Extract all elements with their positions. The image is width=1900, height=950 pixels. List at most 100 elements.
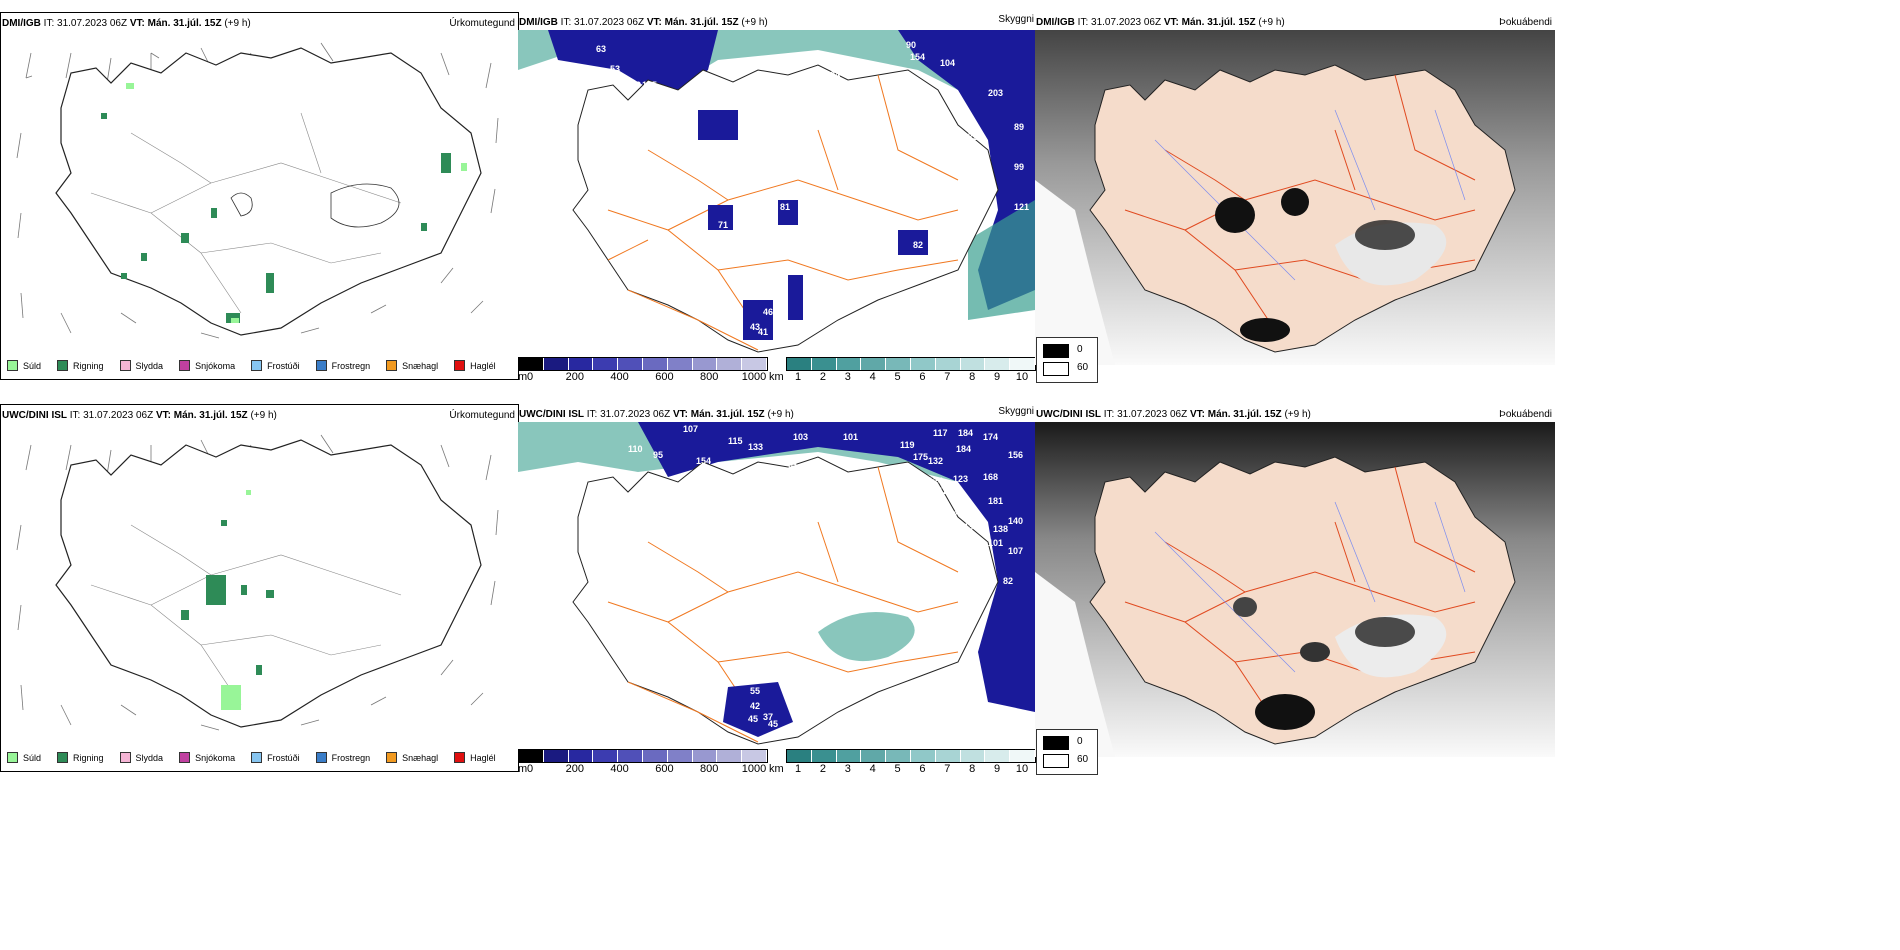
cloud-height-label: 37: [763, 712, 773, 722]
cloud-height-label: 143: [958, 522, 973, 532]
colorbar-segment: [717, 358, 743, 370]
fog-legend-top: 0 60: [1036, 337, 1098, 383]
colorbar-tick: 3: [844, 371, 851, 383]
colorbar-segment: [787, 358, 812, 370]
precip-panel-bottom: UWC/DINI ISL IT: 31.07.2023 06Z VT: Mán.…: [0, 404, 519, 772]
cloud-height-label: 22: [708, 504, 718, 514]
legend-swatch: [119, 752, 131, 763]
legend-item: Frostúði: [251, 752, 300, 763]
colorbar-tick: 6: [919, 763, 926, 775]
colorbar-tick: 8: [969, 371, 976, 383]
fog-label-bottom: Þokuábendi: [1499, 409, 1552, 420]
colorbar-tick: 2: [819, 763, 826, 775]
visibility-colorbar-top: [786, 357, 1036, 371]
legend-swatch: [454, 752, 466, 763]
colorbar-segment: [910, 358, 936, 370]
cloud-height-label: 57: [723, 147, 733, 157]
colorbar-segment: [618, 750, 643, 762]
cloud-height-label: 175: [913, 452, 928, 462]
legend-item: Snjókoma: [179, 752, 235, 763]
cloud-height-label: 41: [758, 327, 768, 337]
colorbar-tick: 6: [919, 371, 926, 383]
colorbar-tick: 3: [844, 763, 851, 775]
legend-item: Rigning: [57, 360, 104, 371]
cloud-height-label: 104: [658, 94, 673, 104]
legend-swatch: [7, 752, 18, 763]
cloud-height-label: 82: [913, 240, 923, 250]
legend-item: Slydda: [119, 752, 163, 763]
colorbar-segment: [543, 358, 569, 370]
legend-item: Súld: [7, 752, 41, 763]
colorbar-segment: [568, 750, 594, 762]
cloud-height-label: 107: [1008, 546, 1023, 556]
colorbar-segment: [960, 750, 986, 762]
colorbar-tick: 1: [794, 371, 802, 383]
precip-legend-bottom: Súld Rigning Slydda Snjókoma Frostúði Fr…: [7, 752, 496, 763]
colorbar-tick: 5: [894, 371, 901, 383]
colorbar-tick: 800: [700, 371, 719, 383]
visibility-unit-top: km: [769, 371, 784, 383]
fog-label-top: Þokuábendi: [1499, 17, 1552, 28]
fog-legend-label: 0: [1077, 344, 1083, 355]
legend-item: Haglél: [454, 360, 496, 371]
colorbar-tick: 0: [526, 371, 534, 383]
cloud-height-label: 156: [1008, 450, 1023, 460]
colorbar-tick: 200: [565, 371, 584, 383]
legend-swatch: [7, 360, 18, 371]
cloud-height-label: 181: [988, 496, 1003, 506]
colorbar-segment: [886, 358, 911, 370]
cloud-height-label: 154: [696, 456, 711, 466]
colorbar-tick: 4: [869, 763, 876, 775]
colorbar-tick: 9: [994, 763, 1001, 775]
colorbar-segment: [593, 750, 619, 762]
cloud-height-label: 86: [718, 162, 728, 172]
cloud-height-labels: 107 115 133 103 101 119 175 117 184 174 110 95 154 91…: [628, 424, 1023, 729]
colorbar-segment: [910, 750, 936, 762]
cloud-height-label: 46: [763, 307, 773, 317]
cloud-height-label: 99: [1014, 162, 1024, 172]
fog-legend-label: 60: [1077, 362, 1089, 373]
visibility-unit-bottom: km: [769, 763, 784, 775]
colorbar-segment: [692, 358, 718, 370]
colorbar-tick: 9: [994, 371, 1001, 383]
colorbar-segment: [642, 358, 668, 370]
cloud-height-label: 131: [753, 494, 768, 504]
cloud-height-label: 53: [610, 64, 620, 74]
colorbar-tick: 7: [944, 763, 951, 775]
legend-item: Snæhagl: [386, 360, 438, 371]
colorbar-segment: [861, 358, 887, 370]
legend-swatch: [251, 360, 263, 371]
colorbar-tick: 600: [655, 763, 674, 775]
colorbar-segment: [811, 750, 837, 762]
colorbar-segment: [742, 358, 767, 370]
legend-swatch: [386, 752, 398, 763]
legend-swatch: [179, 752, 191, 763]
cloud-base-colorbar-bottom: [518, 749, 768, 763]
colorbar-segment: [618, 358, 643, 370]
colorbar-tick: 5: [894, 763, 901, 775]
colorbar-tick: 2: [819, 371, 826, 383]
cloud-height-label: 89: [1014, 122, 1024, 132]
colorbar-segment: [985, 750, 1011, 762]
cloud-base-unit-top: m: [518, 371, 528, 383]
colorbar-tick: 1000: [741, 371, 767, 383]
cloud-height-label: 104: [940, 58, 955, 68]
fog-panel-bottom: UWC/DINI ISL IT: 31.07.2023 06Z VT: Mán.…: [1035, 404, 1555, 775]
cloud-map-bottom: 107 115 133 103 101 119 175 117 184 174 110 95 154 91…: [518, 422, 1035, 757]
cloud-height-label: 87: [913, 222, 923, 232]
legend-swatch: [315, 752, 327, 763]
cloud-height-label: 73: [973, 554, 983, 564]
cloud-height-label: 82: [1003, 576, 1013, 586]
cloud-label-bottom: Skyggni: [998, 406, 1034, 417]
precip-map-bottom: [16, 434, 499, 731]
panel-title-fog-bottom: UWC/DINI ISL IT: 31.07.2023 06Z VT: Mán.…: [1036, 409, 1311, 420]
cloud-height-label: 80: [803, 282, 813, 292]
cloud-height-label: 129: [938, 486, 953, 496]
fog-map-bottom: [1035, 422, 1555, 757]
colorbar-segment: [935, 358, 961, 370]
colorbar-tick: 400: [610, 371, 629, 383]
cloud-height-label: 109: [626, 80, 641, 90]
cloud-height-label: 45: [748, 714, 758, 724]
colorbar-tick: 600: [655, 371, 674, 383]
legend-item: Haglél: [454, 752, 496, 763]
